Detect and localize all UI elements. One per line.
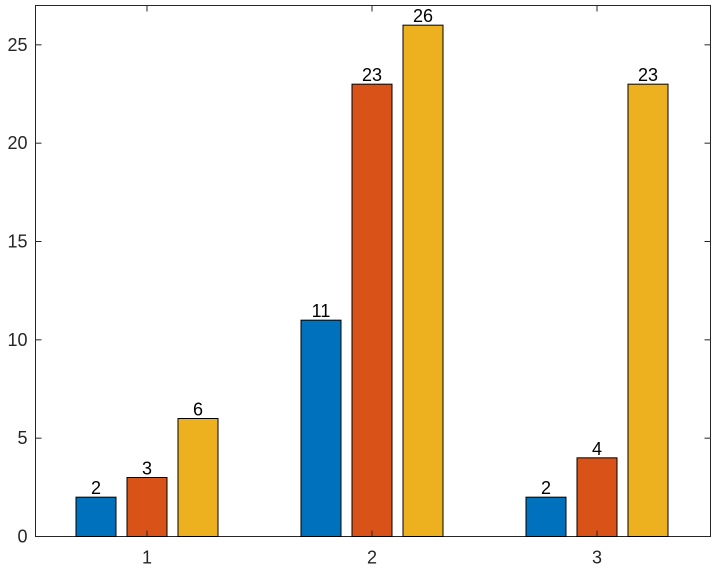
x-tick-label: 2 [367,548,377,568]
data-label-series3-cat2: 26 [413,6,433,26]
y-tick-label: 20 [7,133,27,153]
bars-group [75,24,669,538]
x-tick-label: 1 [142,548,152,568]
y-tick-label: 15 [7,232,27,252]
y-tick-label: 5 [17,428,27,448]
bar-series3-cat3 [627,83,669,538]
data-label-series2-cat2: 23 [362,65,382,85]
y-tick-label: 25 [7,35,27,55]
x-tick-label: 3 [592,548,602,568]
y-axis: 0 5 10 15 20 25 [7,35,711,547]
data-label-series1-cat2: 11 [312,301,331,321]
data-label-series1-cat1: 2 [91,478,101,498]
data-label-series2-cat3: 4 [592,439,602,459]
bar-series2-cat3 [576,457,618,538]
data-label-series1-cat3: 2 [541,478,551,498]
data-label-series3-cat3: 23 [638,65,658,85]
bar-series1-cat1 [75,496,117,537]
bar-series1-cat2 [300,319,342,537]
y-tick-label: 10 [7,330,27,350]
bar-series3-cat1 [177,418,219,537]
data-label-series3-cat1: 6 [193,400,203,420]
bar-series1-cat3 [525,496,567,537]
data-label-series2-cat1: 3 [142,459,152,479]
bar-series2-cat2 [351,83,393,538]
bar-series3-cat2 [402,24,444,538]
bar-series2-cat1 [126,477,168,537]
y-tick-label: 0 [17,527,27,547]
